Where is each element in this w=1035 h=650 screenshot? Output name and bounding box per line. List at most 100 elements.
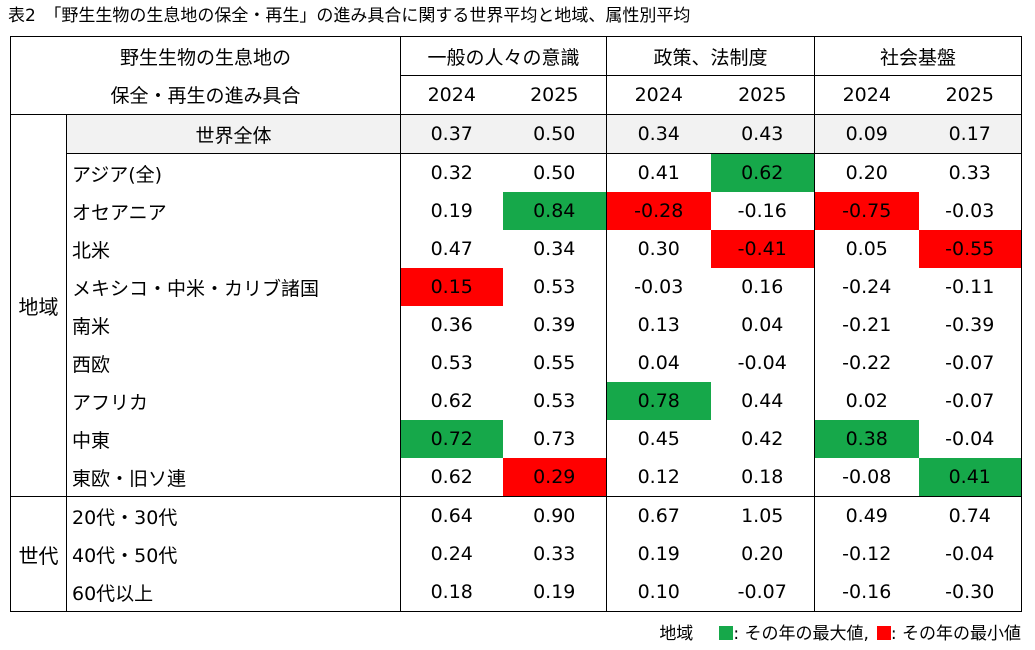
generation-value: 0.64 bbox=[430, 505, 473, 527]
generation-row: 世代 20代・30代 0.64 0.90 0.67 1.05 0.49 0.74 bbox=[10, 496, 1022, 612]
region-name: 北米 bbox=[66, 230, 401, 268]
generation-value: 0.19 bbox=[637, 543, 680, 565]
generation-value: 0.18 bbox=[400, 573, 503, 612]
generation-value: -0.07 bbox=[710, 573, 815, 612]
region-value: 0.53 bbox=[502, 268, 607, 306]
region-value: 0.33 bbox=[918, 153, 1022, 192]
world-value: 0.17 bbox=[918, 114, 1022, 154]
region-row: 西欧 0.53 0.55 0.04 -0.04 -0.22 -0.07 bbox=[11, 344, 1022, 382]
region-value: 0.04 bbox=[637, 352, 680, 374]
region-value: -0.11 bbox=[918, 268, 1022, 306]
year-header: 2024 bbox=[400, 75, 503, 115]
region-row: 北米 0.47 0.34 0.30 -0.41 0.05 -0.55 bbox=[11, 230, 1022, 268]
region-row: 南米 0.36 0.39 0.13 0.04 -0.21 -0.39 bbox=[11, 306, 1022, 344]
region-value: 0.32 bbox=[430, 162, 473, 184]
region-value: -0.03 bbox=[918, 192, 1022, 230]
region-name: アジア(全) bbox=[66, 153, 401, 192]
region-value: 0.42 bbox=[710, 420, 815, 458]
region-value: 0.62 bbox=[430, 390, 473, 412]
region-value: 0.36 bbox=[430, 314, 473, 336]
generation-value: 0.90 bbox=[502, 496, 607, 535]
region-name: 南米 bbox=[66, 306, 401, 344]
region-value: 0.30 bbox=[637, 238, 680, 260]
legend-max-text: : その年の最大値, bbox=[733, 624, 869, 644]
region-name: 中東 bbox=[66, 420, 401, 458]
generation-row: 60代以上 0.18 0.19 0.10 -0.07 -0.16 -0.30 bbox=[11, 573, 1022, 612]
generation-name: 20代・30代 bbox=[66, 496, 401, 535]
generation-group-label: 世代 bbox=[10, 496, 67, 612]
year-header: 2024 bbox=[606, 75, 711, 115]
region-value: 0.13 bbox=[637, 314, 680, 336]
region-value: -0.16 bbox=[710, 192, 815, 230]
group-header: 政策、法制度 bbox=[606, 36, 815, 76]
region-value: 0.53 bbox=[430, 352, 473, 374]
generation-value: 0.20 bbox=[710, 535, 815, 573]
region-row: アジア(全) 0.32 0.50 0.41 0.62 0.20 0.33 bbox=[11, 153, 1022, 192]
generation-value: -0.12 bbox=[842, 543, 892, 565]
region-value: 0.53 bbox=[502, 382, 607, 420]
region-value: 0.04 bbox=[710, 306, 815, 344]
data-table: 野生生物の生息地の 一般の人々の意識 政策、法制度 社会基盤 保全・再生の進み具合 202… bbox=[10, 36, 1022, 612]
region-value: 0.20 bbox=[845, 162, 888, 184]
region-group-label: 地域 bbox=[10, 114, 67, 497]
region-value: -0.75 bbox=[814, 192, 919, 230]
legend-min-swatch bbox=[876, 626, 891, 640]
legend-prefix: 地域 bbox=[659, 624, 694, 644]
region-name: 東欧・旧ソ連 bbox=[66, 458, 401, 497]
year-header: 2024 bbox=[814, 75, 919, 115]
year-header: 2025 bbox=[918, 75, 1022, 115]
region-value: 0.29 bbox=[502, 458, 607, 497]
region-row: オセアニア 0.19 0.84 -0.28 -0.16 -0.75 -0.03 bbox=[11, 192, 1022, 230]
region-value: 0.73 bbox=[502, 420, 607, 458]
region-value: 0.50 bbox=[502, 153, 607, 192]
world-value: 0.34 bbox=[606, 114, 711, 154]
region-value: -0.55 bbox=[918, 230, 1022, 268]
region-value: 0.05 bbox=[845, 238, 888, 260]
world-value: 0.43 bbox=[710, 114, 815, 154]
region-value: -0.28 bbox=[606, 192, 711, 230]
legend-min-text: : その年の最小値 bbox=[890, 624, 1021, 644]
world-value: 0.37 bbox=[400, 114, 503, 154]
region-row: 東欧・旧ソ連 0.62 0.29 0.12 0.18 -0.08 0.41 bbox=[11, 458, 1022, 497]
region-value: 0.45 bbox=[637, 428, 680, 450]
generation-value: -0.16 bbox=[814, 573, 919, 612]
generation-value: -0.04 bbox=[918, 535, 1022, 573]
region-value: 0.41 bbox=[918, 458, 1022, 497]
region-value: 0.38 bbox=[814, 420, 919, 458]
generation-value: 0.74 bbox=[918, 496, 1022, 535]
legend: 地域 : その年の最大値, : その年の最小値 bbox=[659, 622, 1021, 646]
region-row: 中東 0.72 0.73 0.45 0.42 0.38 -0.04 bbox=[11, 420, 1022, 458]
region-value: 0.12 bbox=[606, 458, 711, 497]
region-value: -0.07 bbox=[918, 344, 1022, 382]
region-value: -0.07 bbox=[918, 382, 1022, 420]
region-value: 0.84 bbox=[502, 192, 607, 230]
region-value: -0.22 bbox=[842, 352, 892, 374]
region-value: -0.03 bbox=[634, 276, 684, 298]
region-name: 西欧 bbox=[66, 344, 401, 382]
region-row: メキシコ・中米・カリブ諸国 0.15 0.53 -0.03 0.16 -0.24 -0.11 bbox=[11, 268, 1022, 306]
region-value: -0.21 bbox=[842, 314, 892, 336]
region-value: 0.62 bbox=[710, 153, 815, 192]
region-value: -0.41 bbox=[710, 230, 815, 268]
region-value: 0.19 bbox=[430, 200, 473, 222]
region-name: アフリカ bbox=[66, 382, 401, 420]
region-value: 0.39 bbox=[502, 306, 607, 344]
year-header: 2025 bbox=[502, 75, 607, 115]
region-row: アフリカ 0.62 0.53 0.78 0.44 0.02 -0.07 bbox=[11, 382, 1022, 420]
generation-value: 0.24 bbox=[430, 543, 473, 565]
region-value: 0.34 bbox=[502, 230, 607, 268]
corner-header-line2: 保全・再生の進み具合 bbox=[10, 75, 401, 115]
region-name: オセアニア bbox=[66, 192, 401, 230]
region-value: -0.04 bbox=[710, 344, 815, 382]
generation-value: 0.49 bbox=[845, 505, 888, 527]
region-value: 0.02 bbox=[845, 390, 888, 412]
generation-value: 0.67 bbox=[637, 505, 680, 527]
region-value: -0.24 bbox=[842, 276, 892, 298]
region-value: 0.72 bbox=[400, 420, 503, 458]
generation-value: -0.30 bbox=[918, 573, 1022, 612]
corner-header-line1: 野生生物の生息地の bbox=[10, 36, 401, 76]
world-label: 世界全体 bbox=[66, 114, 401, 154]
header-row-groups: 野生生物の生息地の 一般の人々の意識 政策、法制度 社会基盤 bbox=[10, 36, 1022, 76]
region-value: -0.04 bbox=[918, 420, 1022, 458]
region-value: 0.16 bbox=[710, 268, 815, 306]
